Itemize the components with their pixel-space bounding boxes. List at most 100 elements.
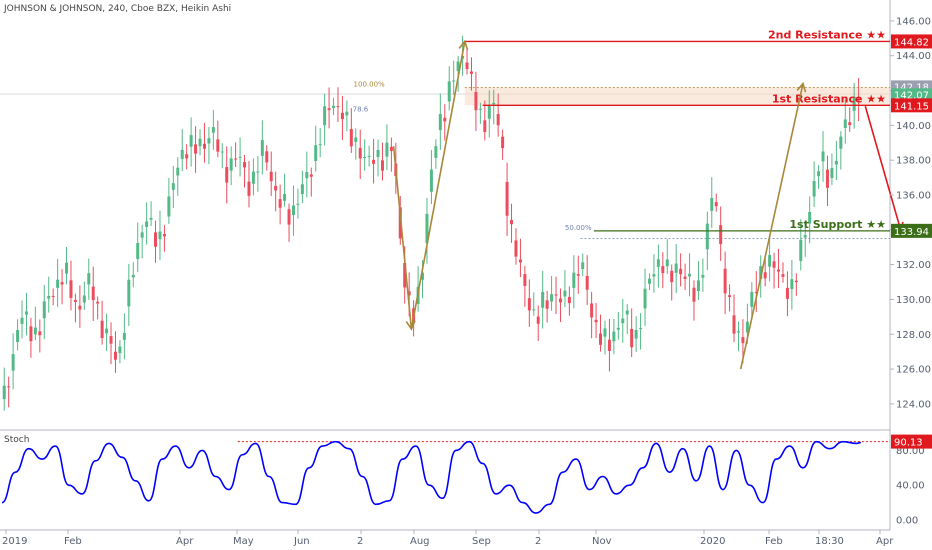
candle-body: [643, 288, 647, 309]
candle-body: [243, 162, 247, 168]
candle-body: [478, 108, 482, 110]
candle-body: [803, 235, 807, 238]
candle-body: [283, 193, 287, 201]
candle-body: [69, 280, 73, 298]
candle-body: [683, 276, 687, 279]
price-tag-142-18-text: 142.18: [894, 82, 929, 93]
candle-body: [189, 135, 193, 147]
candle-body: [670, 270, 674, 283]
candle-body: [96, 301, 100, 304]
stoch-tick-label: 40.00: [896, 481, 925, 492]
candle-body: [296, 203, 300, 205]
candle-body: [287, 209, 291, 225]
candle-body: [483, 120, 487, 132]
time-tick-label: Apr: [876, 536, 894, 547]
candle-body: [20, 317, 24, 324]
candle-body: [318, 144, 322, 146]
candle-body: [567, 296, 571, 304]
candle-body: [202, 143, 206, 149]
stoch-line: [1, 440, 861, 514]
candle-body: [87, 273, 91, 285]
candle-body: [576, 274, 580, 276]
stoch-tag-text: 90.13: [894, 438, 923, 449]
candle-body: [505, 181, 509, 216]
price-tag-142-07: [891, 88, 932, 101]
candle-body: [550, 294, 554, 302]
candle-body: [817, 171, 821, 177]
candle-body: [799, 239, 803, 261]
candle-body: [616, 327, 620, 330]
candle-body: [136, 242, 140, 259]
candle-body: [122, 332, 126, 340]
swing-arrow-1: [410, 41, 466, 330]
candle-body: [607, 339, 611, 351]
candle-body: [710, 198, 714, 211]
time-tick-label: Aug: [410, 536, 430, 547]
candle-body: [834, 160, 838, 165]
candle-body: [701, 274, 705, 278]
candle-body: [332, 105, 336, 108]
time-tick-label: 18:30: [815, 536, 844, 547]
stoch-tag: [891, 434, 932, 449]
candle-body: [372, 159, 376, 164]
swing-arrow-1-head: [458, 39, 469, 51]
candle-body: [652, 274, 656, 277]
candle-body: [759, 266, 763, 280]
candle-body: [380, 160, 384, 171]
candle-body: [688, 273, 692, 277]
candle-body: [772, 261, 776, 268]
candle-body: [527, 298, 531, 311]
candle-body: [728, 295, 732, 298]
candle-body: [345, 111, 349, 116]
time-tick-label: Apr: [176, 536, 194, 547]
candle-body: [234, 158, 238, 160]
time-tick-label: 2: [357, 536, 363, 547]
price-tag-133-94: [891, 223, 932, 238]
candle-body: [456, 61, 460, 72]
candle-body: [852, 96, 856, 111]
candle-body: [585, 275, 589, 290]
candle-body: [501, 136, 505, 149]
time-tick-label: Nov: [592, 536, 612, 547]
candle-body: [269, 171, 273, 182]
candle-body: [105, 328, 109, 334]
candle-body: [198, 138, 202, 147]
candle-body: [674, 263, 678, 273]
candle-body: [11, 354, 15, 371]
stoch-axis-ticks: 80.00 40.00 0.00: [896, 446, 925, 527]
candle-body: [541, 291, 545, 308]
stoch-label: Stoch: [4, 435, 29, 445]
candle-body: [131, 274, 135, 278]
price-pane[interactable]: [0, 0, 890, 430]
candle-body: [145, 221, 149, 227]
candle-body: [492, 102, 496, 105]
candle-body: [127, 279, 131, 307]
chart-title: JOHNSON & JOHNSON, 240, Cboe BZX, Heikin…: [3, 4, 231, 14]
candle-body: [194, 144, 198, 154]
candle-body: [300, 184, 304, 195]
candle-body: [572, 272, 576, 288]
time-tick-label: May: [233, 536, 254, 547]
candle-body: [113, 351, 117, 360]
candle-body: [180, 149, 184, 159]
candle-body: [790, 279, 794, 290]
candle-body: [630, 328, 634, 348]
candle-body: [514, 240, 518, 257]
candle-body: [438, 114, 442, 131]
candle-body: [140, 232, 144, 238]
candle-body: [781, 274, 785, 277]
candle-body: [91, 286, 95, 301]
candle-body: [545, 300, 549, 309]
swing-arrow-2-head: [796, 81, 807, 93]
candle-body: [207, 138, 211, 144]
candle-body: [754, 291, 758, 293]
price-tick-label: 144.00: [896, 51, 931, 62]
candle-body: [403, 262, 407, 288]
candle-body: [78, 305, 82, 310]
candle-body: [376, 150, 380, 157]
candle-body: [309, 174, 313, 177]
candle-body: [16, 330, 20, 343]
candle-body: [469, 71, 473, 74]
candle-body: [278, 199, 282, 208]
